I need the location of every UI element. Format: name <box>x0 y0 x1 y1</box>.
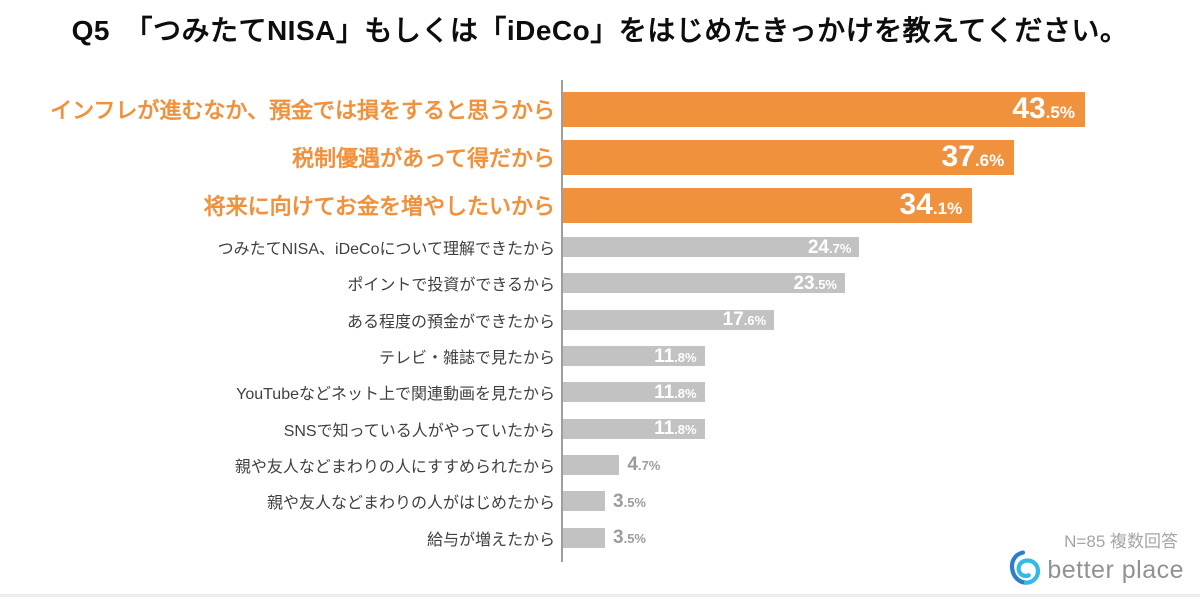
chart-row: YouTubeなどネット上で関連動画を見たから 11.8% <box>0 374 1200 410</box>
betterplace-logo-text: better place <box>1047 556 1184 584</box>
chart-row: 親や友人などまわりの人がはじめたから 3.5% <box>0 483 1200 519</box>
axis-line <box>561 80 563 562</box>
chart-row: 給与が増えたから 3.5% <box>0 519 1200 555</box>
chart-row: ポイントで投資ができるから 23.5% <box>0 265 1200 301</box>
bar: 23.5% <box>563 272 845 294</box>
value-label: 23.5% <box>793 272 837 294</box>
bar-chart: インフレが進むなか、預金では損をすると思うから 43.5% 税制優遇があって得だ… <box>0 85 1200 556</box>
category-label: テレビ・雑誌で見たから <box>378 350 555 368</box>
category-label: つみたてNISA、iDeCoについて理解できたから <box>217 241 555 259</box>
chart-row: つみたてNISA、iDeCoについて理解できたから 24.7% <box>0 229 1200 265</box>
chart-row: インフレが進むなか、預金では損をすると思うから 43.5% <box>0 85 1200 133</box>
bar-cell: 43.5% <box>561 91 1200 127</box>
bar: 11.8% <box>563 381 705 403</box>
value-label: 37.6% <box>941 140 1005 173</box>
value-label: 34.1% <box>899 188 963 221</box>
bar <box>563 454 620 475</box>
bar: 37.6% <box>563 139 1015 175</box>
category-label: 親や友人などまわりの人にすすめられたから <box>234 458 555 476</box>
bar <box>563 527 605 548</box>
category-label: ポイントで投資ができるから <box>347 277 555 295</box>
category-label: 税制優遇があって得だから <box>292 146 555 171</box>
bar-cell: 11.8% <box>561 418 1200 440</box>
bar-cell: 24.7% <box>561 236 1200 258</box>
bar: 11.8% <box>563 345 705 367</box>
bar: 34.1% <box>563 187 973 223</box>
bar-cell: 17.6% <box>561 309 1200 331</box>
category-label: SNSで知っている人がやっていたから <box>283 422 555 440</box>
value-label: 24.7% <box>807 236 852 258</box>
sample-note: N=85 複数回答 <box>1064 532 1178 551</box>
category-label: 将来に向けてお金を増やしたいから <box>203 194 555 219</box>
category-label: 給与が増えたから <box>426 531 555 549</box>
value-label: 4.7% <box>627 454 661 476</box>
chart-row: ある程度の預金ができたから 17.6% <box>0 302 1200 338</box>
chart-row: テレビ・雑誌で見たから 11.8% <box>0 338 1200 374</box>
betterplace-swirl-icon <box>1009 549 1043 592</box>
category-label: YouTubeなどネット上で関連動画を見たから <box>236 386 555 404</box>
betterplace-logo: better place <box>1009 549 1184 592</box>
value-label: 3.5% <box>613 527 646 549</box>
bar-cell: 23.5% <box>561 272 1200 294</box>
value-label: 11.8% <box>654 381 697 403</box>
chart-row: 税制優遇があって得だから 37.6% <box>0 133 1200 181</box>
value-label: 11.8% <box>654 345 697 367</box>
bar-cell: 3.5% <box>561 490 1200 512</box>
chart-row: 親や友人などまわりの人にすすめられたから 4.7% <box>0 447 1200 483</box>
value-label: 3.5% <box>613 490 646 512</box>
bar-cell: 3.5% <box>561 527 1200 549</box>
chart-row: 将来に向けてお金を増やしたいから 34.1% <box>0 181 1200 229</box>
bar: 43.5% <box>563 91 1085 127</box>
category-label: インフレが進むなか、預金では損をすると思うから <box>50 98 555 123</box>
bar <box>563 491 605 512</box>
value-label: 11.8% <box>654 418 697 440</box>
bar: 24.7% <box>563 236 860 258</box>
category-label: 親や友人などまわりの人がはじめたから <box>266 495 555 513</box>
value-label: 43.5% <box>1012 92 1075 125</box>
bar-cell: 34.1% <box>561 187 1200 223</box>
chart-row: SNSで知っている人がやっていたから 11.8% <box>0 410 1200 446</box>
bar-cell: 11.8% <box>561 381 1200 403</box>
bar-cell: 37.6% <box>561 139 1200 175</box>
chart-title: Q5 「つみたてNISA」もしくは「iDeCo」をはじめたきっかけを教えてくださ… <box>71 15 1129 46</box>
bar-cell: 11.8% <box>561 345 1200 367</box>
bar: 17.6% <box>563 309 775 331</box>
value-label: 17.6% <box>722 309 767 331</box>
category-label: ある程度の預金ができたから <box>346 313 555 331</box>
bar: 11.8% <box>563 418 705 440</box>
bar-cell: 4.7% <box>561 454 1200 476</box>
